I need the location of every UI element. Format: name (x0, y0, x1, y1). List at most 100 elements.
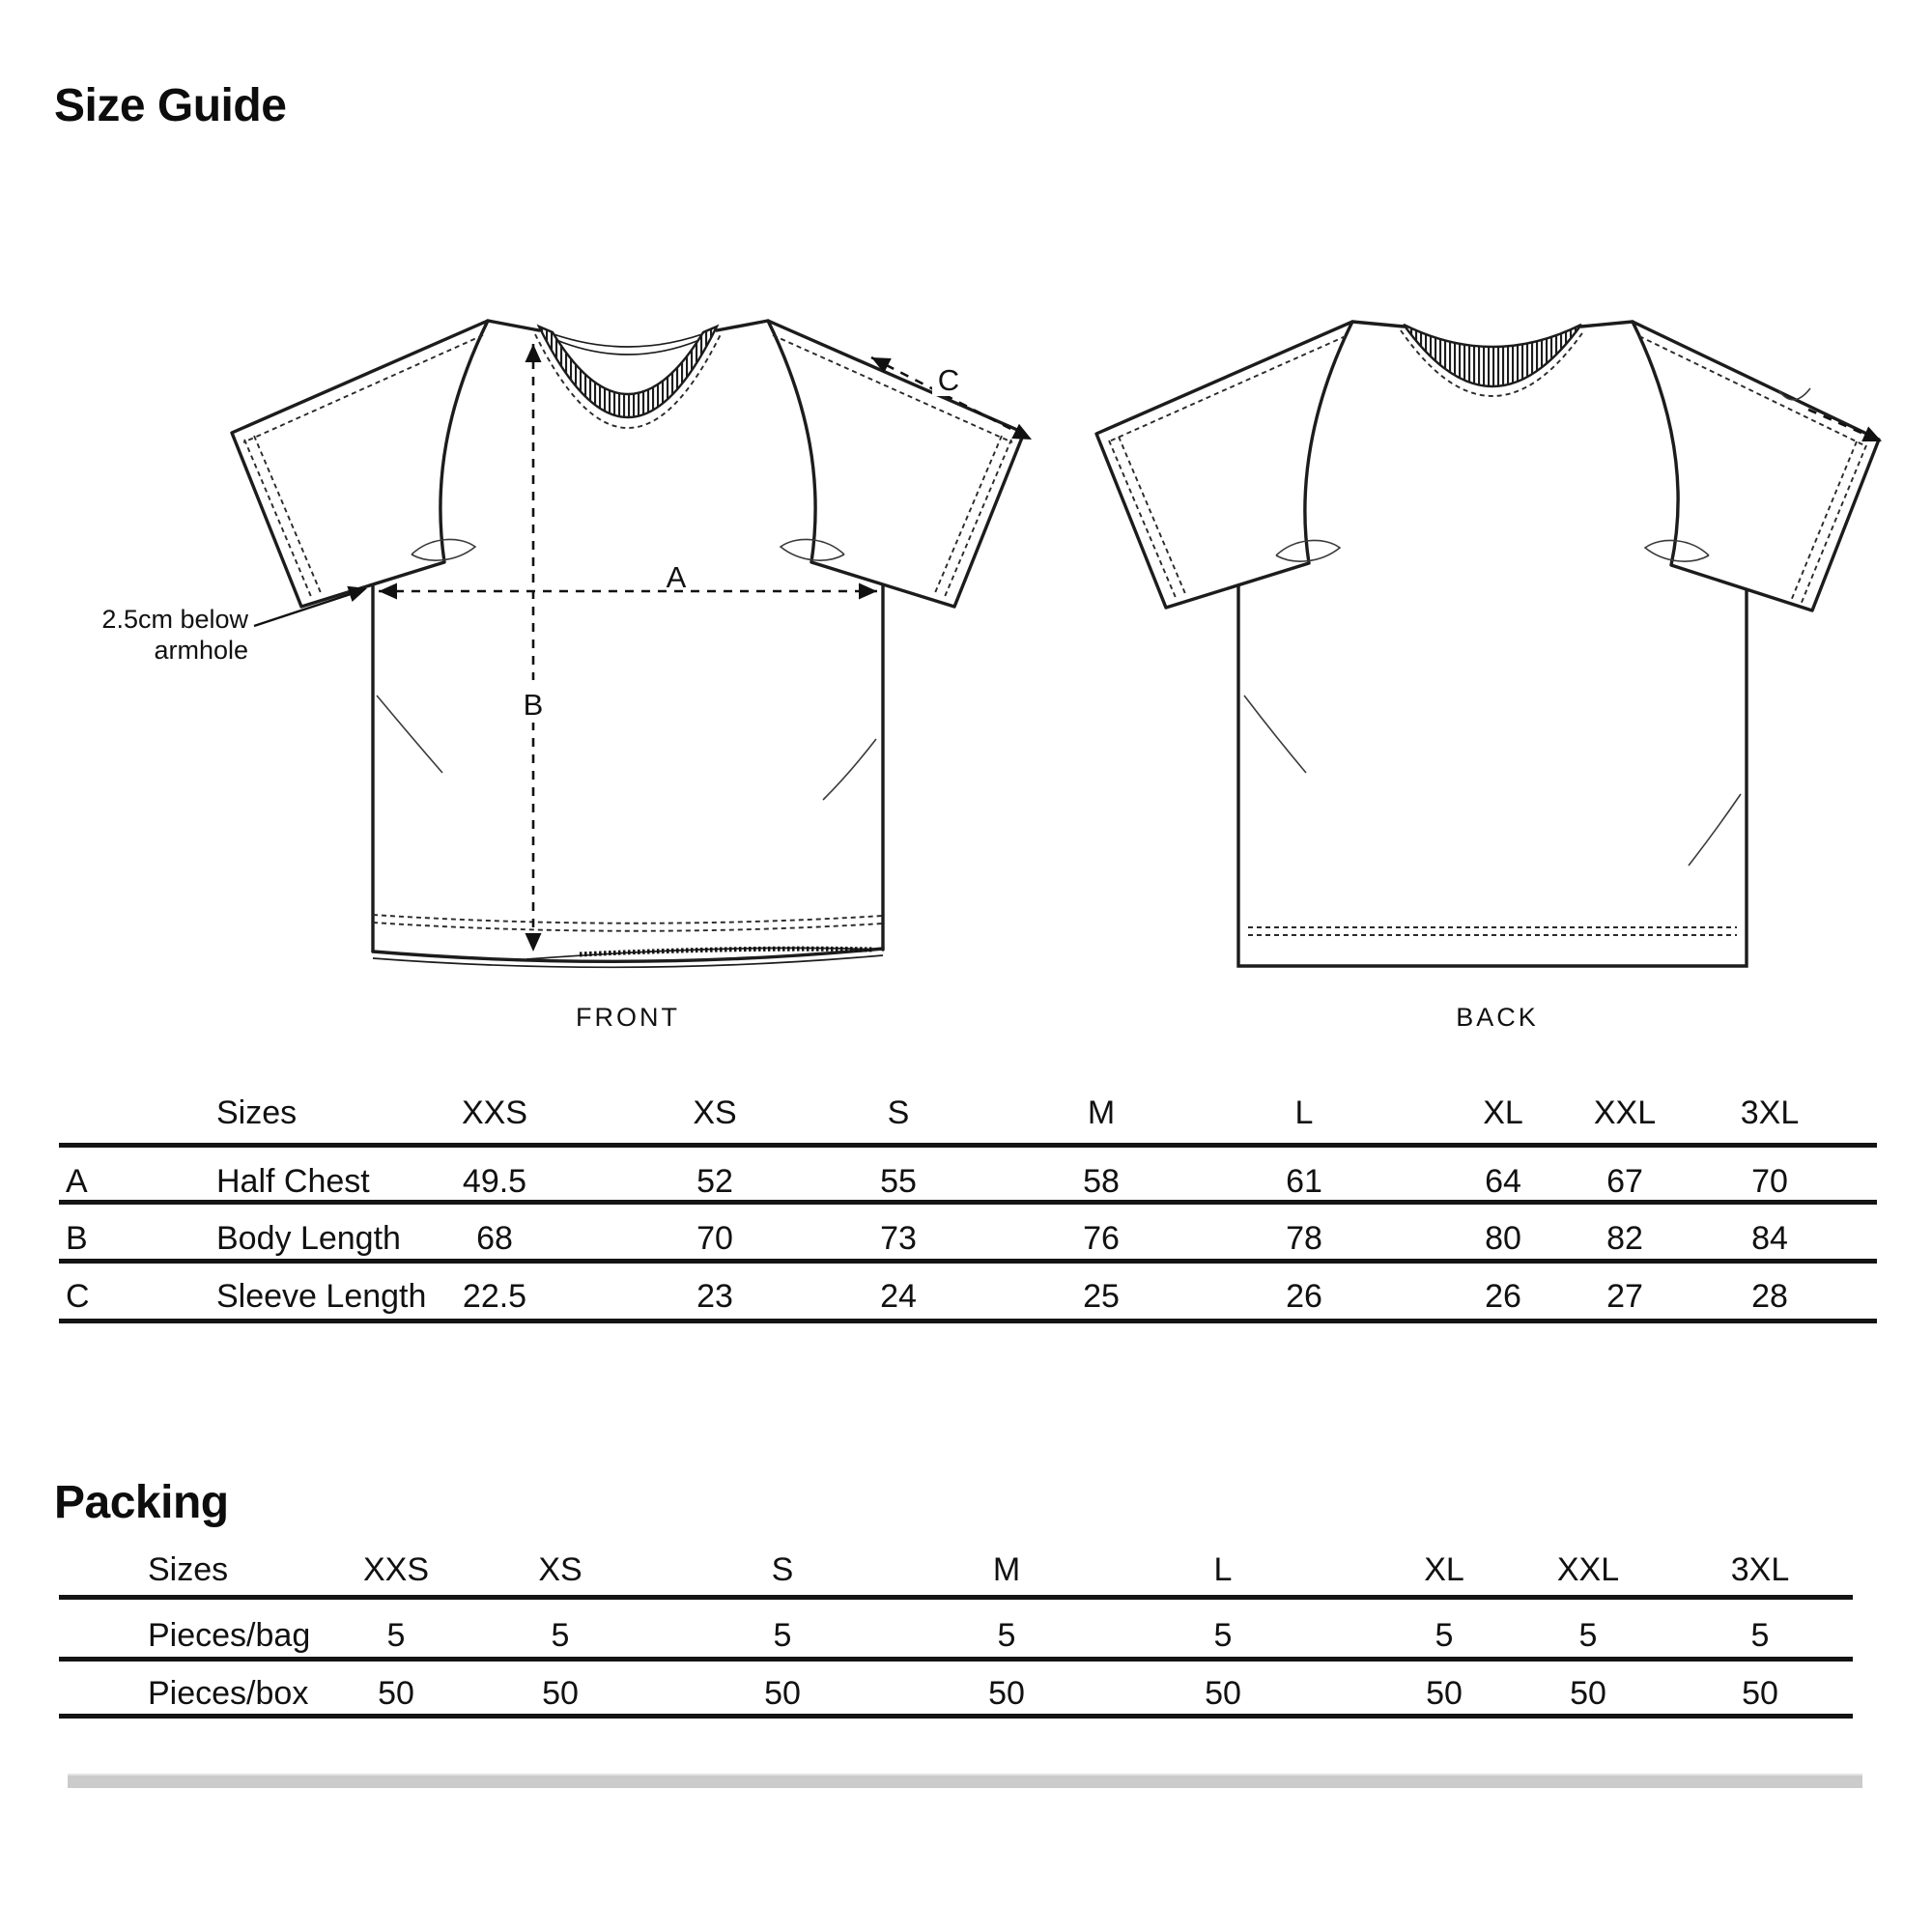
row-letter-a: A (66, 1163, 88, 1200)
body-length-l: 78 (1286, 1220, 1322, 1257)
pieces-bag-xs: 5 (551, 1617, 570, 1654)
body-length-xl: 80 (1485, 1220, 1521, 1257)
pieces-bag-xl: 5 (1435, 1617, 1454, 1654)
sleeve-length-row: C Sleeve Length 22.5 23 24 25 26 26 27 2… (0, 1276, 1932, 1317)
armhole-note-line2: armhole (154, 636, 248, 665)
size-header-xxs: XXS (461, 1094, 528, 1131)
body-length-s: 73 (880, 1220, 917, 1257)
armhole-note-line1: 2.5cm below (101, 605, 248, 634)
body-length-xxs: 68 (476, 1220, 513, 1257)
size-header-xxl: XXL (1593, 1094, 1657, 1131)
pieces-box-l: 50 (1205, 1675, 1241, 1712)
dimension-a-arrow: A (379, 560, 877, 600)
body-length-3xl: 84 (1751, 1220, 1788, 1257)
pieces-box-3xl: 50 (1742, 1675, 1778, 1712)
front-view-label: FRONT (576, 1003, 680, 1032)
body-length-xs: 70 (696, 1220, 733, 1257)
packing-header-xl: XL (1424, 1551, 1464, 1588)
pieces-box-xs: 50 (542, 1675, 579, 1712)
packing-rule-1 (59, 1595, 1853, 1600)
sleeve-length-xl: 26 (1485, 1278, 1521, 1315)
back-chest (1238, 322, 1747, 591)
sleeve-length-l: 26 (1286, 1278, 1322, 1315)
packing-rule-2 (59, 1657, 1853, 1662)
packing-header-xxs: XXS (362, 1551, 430, 1588)
dim-b-label: B (524, 688, 544, 722)
size-table-rule-2 (59, 1200, 1877, 1205)
dimension-b-arrow: B (515, 344, 552, 952)
back-collar-ribbing (1403, 323, 1582, 387)
page-title: Size Guide (54, 80, 287, 131)
pieces-per-bag-row: Pieces/bag 5 5 5 5 5 5 5 5 (0, 1615, 1932, 1656)
size-header-m: M (1087, 1094, 1116, 1131)
tshirt-technical-diagram: A B C 2.5cm below armhole (101, 319, 1886, 1032)
back-left-armpit-mark (1275, 539, 1342, 562)
pieces-box-label: Pieces/box (148, 1675, 309, 1712)
size-table-rule-4 (59, 1319, 1877, 1323)
dimension-c-arrow-back (1778, 387, 1886, 449)
sleeve-length-m: 25 (1083, 1278, 1120, 1315)
size-header-xs: XS (693, 1094, 737, 1131)
packing-title: Packing (54, 1477, 229, 1528)
packing-header-xxl: XXL (1556, 1551, 1620, 1588)
packing-header-s: S (771, 1551, 794, 1588)
body-length-label: Body Length (216, 1220, 401, 1257)
half-chest-3xl: 70 (1751, 1163, 1788, 1200)
half-chest-row: A Half Chest 49.5 52 55 58 61 64 67 70 (0, 1161, 1932, 1202)
pieces-bag-m: 5 (997, 1617, 1016, 1654)
back-right-armpit-mark (1643, 539, 1710, 562)
front-collar-ribbing (536, 324, 720, 418)
half-chest-label: Half Chest (216, 1163, 370, 1200)
half-chest-xxl: 67 (1606, 1163, 1643, 1200)
pieces-bag-xxl: 5 (1578, 1617, 1598, 1654)
front-chest (373, 321, 883, 591)
row-letter-b: B (66, 1220, 88, 1257)
size-table-rule-1 (59, 1143, 1877, 1148)
packing-header-row: Sizes XXS XS S M L XL XXL 3XL (0, 1549, 1932, 1590)
size-header-s: S (887, 1094, 910, 1131)
body-length-xxl: 82 (1606, 1220, 1643, 1257)
dimension-c-arrow-front: C (867, 350, 1036, 447)
pieces-box-xxs: 50 (378, 1675, 414, 1712)
front-body (373, 541, 883, 963)
half-chest-xs: 52 (696, 1163, 733, 1200)
packing-header-l: L (1213, 1551, 1233, 1588)
packing-header-3xl: 3XL (1730, 1551, 1790, 1588)
half-chest-xl: 64 (1485, 1163, 1521, 1200)
body-length-row: B Body Length 68 70 73 76 78 80 82 84 (0, 1218, 1932, 1259)
packing-header-m: M (992, 1551, 1021, 1588)
packing-rule-3 (59, 1714, 1853, 1719)
front-hem-stitch (372, 914, 884, 924)
armhole-callout: 2.5cm below armhole (101, 580, 370, 665)
packing-header-xs: XS (538, 1551, 582, 1588)
pieces-bag-3xl: 5 (1750, 1617, 1770, 1654)
pieces-bag-label: Pieces/bag (148, 1617, 311, 1654)
back-body (1238, 541, 1747, 966)
size-table-rule-3 (59, 1259, 1877, 1264)
front-hem-hatch (579, 946, 873, 957)
size-header-label: Sizes (216, 1094, 298, 1131)
front-shirt-drawing (230, 319, 1026, 969)
dim-c-label-front: C (938, 363, 959, 397)
pieces-box-m: 50 (988, 1675, 1025, 1712)
back-view-label: BACK (1456, 1003, 1539, 1032)
pieces-box-xxl: 50 (1570, 1675, 1606, 1712)
pieces-bag-l: 5 (1213, 1617, 1233, 1654)
half-chest-l: 61 (1286, 1163, 1322, 1200)
footer-divider-bar (68, 1774, 1862, 1788)
size-table-header-row: Sizes XXS XS S M L XL XXL 3XL (0, 1093, 1932, 1133)
packing-header-label: Sizes (148, 1551, 229, 1588)
size-header-3xl: 3XL (1740, 1094, 1800, 1131)
pieces-per-box-row: Pieces/box 50 50 50 50 50 50 50 50 (0, 1673, 1932, 1714)
half-chest-s: 55 (880, 1163, 917, 1200)
pieces-bag-s: 5 (773, 1617, 792, 1654)
sleeve-length-xxl: 27 (1606, 1278, 1643, 1315)
size-header-l: L (1294, 1094, 1314, 1131)
front-right-armpit-mark (779, 538, 845, 561)
row-letter-c: C (66, 1278, 90, 1315)
half-chest-xxs: 49.5 (462, 1163, 527, 1200)
pieces-box-xl: 50 (1426, 1675, 1463, 1712)
front-left-armpit-mark (411, 538, 477, 561)
dim-a-label: A (667, 560, 687, 594)
